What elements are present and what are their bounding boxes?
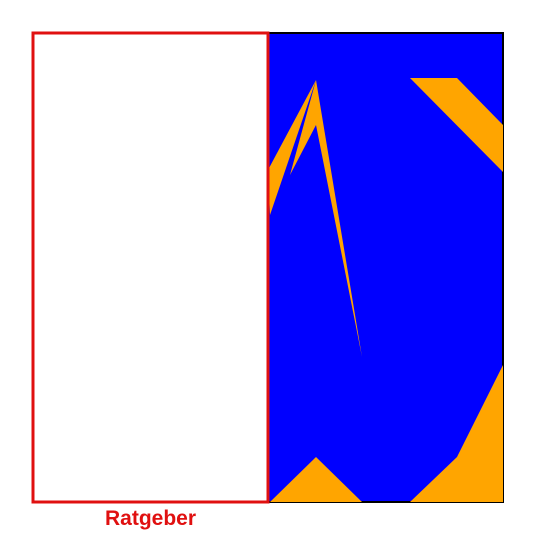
shape-bottom-right [410,365,503,502]
left-panel-caption: Ratgeber [104,507,197,530]
shape-left-sliver [268,80,316,215]
shape-bottom-triangle [270,457,362,502]
left-panel[interactable] [31,31,270,504]
shape-top-right-band [410,78,503,172]
